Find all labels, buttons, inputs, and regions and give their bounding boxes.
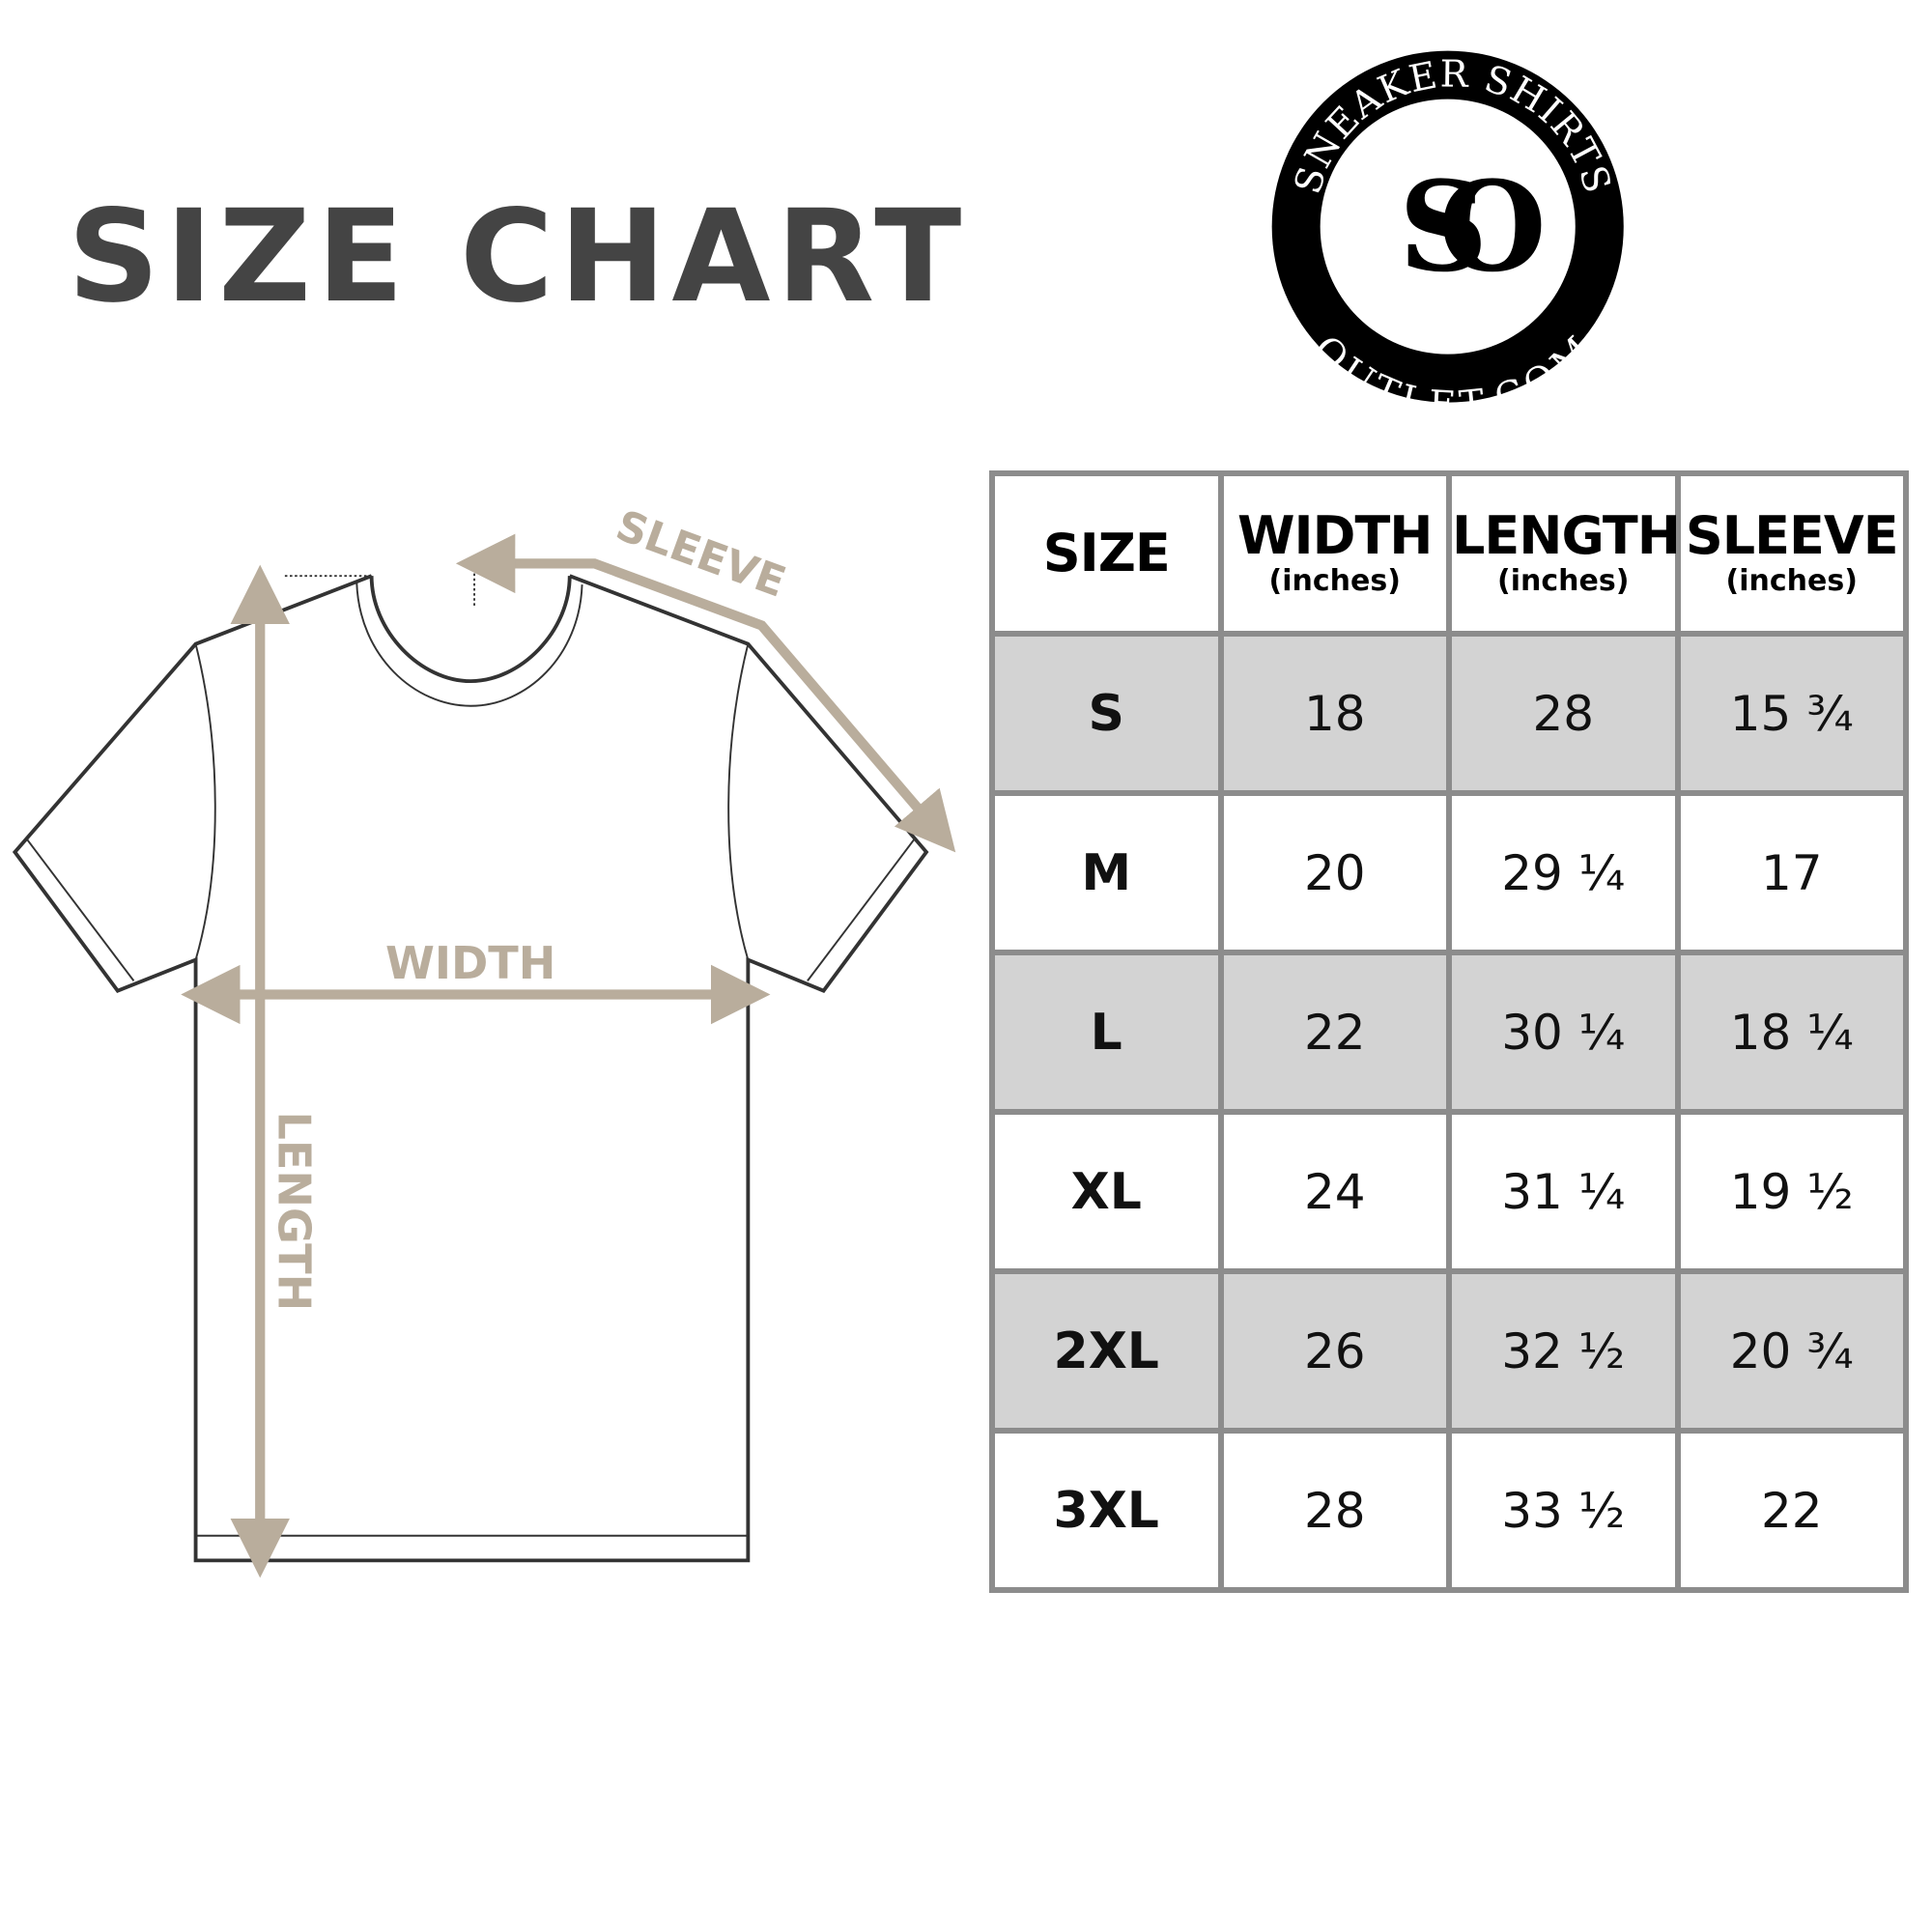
length-cell: 29 ¼ — [1446, 790, 1681, 955]
size-cell: M — [989, 790, 1224, 955]
width-cell: 18 — [1217, 631, 1452, 796]
sleeve-cell: 17 — [1674, 790, 1909, 955]
header-label: SLEEVE — [1685, 505, 1899, 567]
table-row: XL 24 31 ¼ 19 ½ — [989, 1109, 1909, 1274]
header-unit: (inches) — [1268, 563, 1401, 598]
sleeve-cell: 22 — [1674, 1428, 1909, 1593]
width-cell: 22 — [1217, 950, 1452, 1115]
sleeve-cell: 18 ¼ — [1674, 950, 1909, 1115]
table-header-row: SIZE WIDTH (inches) LENGTH (inches) SLEEVE… — [989, 470, 1909, 637]
header-unit: (inches) — [1497, 563, 1630, 598]
sleeve-cell: 19 ½ — [1674, 1109, 1909, 1274]
sleeve-cell: 20 ¾ — [1674, 1268, 1909, 1434]
measurement-arrows — [181, 533, 956, 1578]
length-cell: 32 ½ — [1446, 1268, 1681, 1434]
header-label: LENGTH — [1452, 505, 1681, 567]
table-row: 2XL 26 32 ½ 20 ¾ — [989, 1268, 1909, 1434]
length-cell: 28 — [1446, 631, 1681, 796]
sleeve-cell: 15 ¾ — [1674, 631, 1909, 796]
header-unit: (inches) — [1725, 563, 1858, 598]
header-label: SIZE — [1042, 522, 1171, 583]
size-cell: 2XL — [989, 1268, 1224, 1434]
length-label: LENGTH — [268, 1112, 320, 1312]
header-size: SIZE — [989, 470, 1224, 637]
width-label: WIDTH — [385, 937, 555, 989]
sleeve-arrow — [455, 533, 956, 853]
header-length: LENGTH (inches) — [1446, 470, 1681, 637]
size-cell: L — [989, 950, 1224, 1115]
width-cell: 28 — [1217, 1428, 1452, 1593]
header-width: WIDTH (inches) — [1217, 470, 1452, 637]
size-cell: 3XL — [989, 1428, 1224, 1593]
sleeve-label: SLEEVE — [610, 501, 791, 607]
width-cell: 24 — [1217, 1109, 1452, 1274]
length-cell: 31 ¼ — [1446, 1109, 1681, 1274]
header-label: WIDTH — [1236, 505, 1434, 567]
size-cell: XL — [989, 1109, 1224, 1274]
page-title: SIZE CHART — [68, 183, 968, 331]
tshirt-outline — [12, 563, 929, 1563]
width-cell: 26 — [1217, 1268, 1452, 1434]
brand-logo: SNEAKER SHIRTS OUTLET.COM SO — [1271, 50, 1624, 428]
table-row: M 20 29 ¼ 17 — [989, 790, 1909, 955]
table-row: 3XL 28 33 ½ 22 — [989, 1428, 1909, 1593]
length-cell: 30 ¼ — [1446, 950, 1681, 1115]
table-row: S 18 28 15 ¾ — [989, 631, 1909, 796]
header-sleeve: SLEEVE (inches) — [1674, 470, 1909, 637]
size-cell: S — [989, 631, 1224, 796]
length-cell: 33 ½ — [1446, 1428, 1681, 1593]
width-cell: 20 — [1217, 790, 1452, 955]
size-table: SIZE WIDTH (inches) LENGTH (inches) SLEEVE… — [989, 470, 1909, 1593]
table-row: L 22 30 ¼ 18 ¼ — [989, 950, 1909, 1115]
